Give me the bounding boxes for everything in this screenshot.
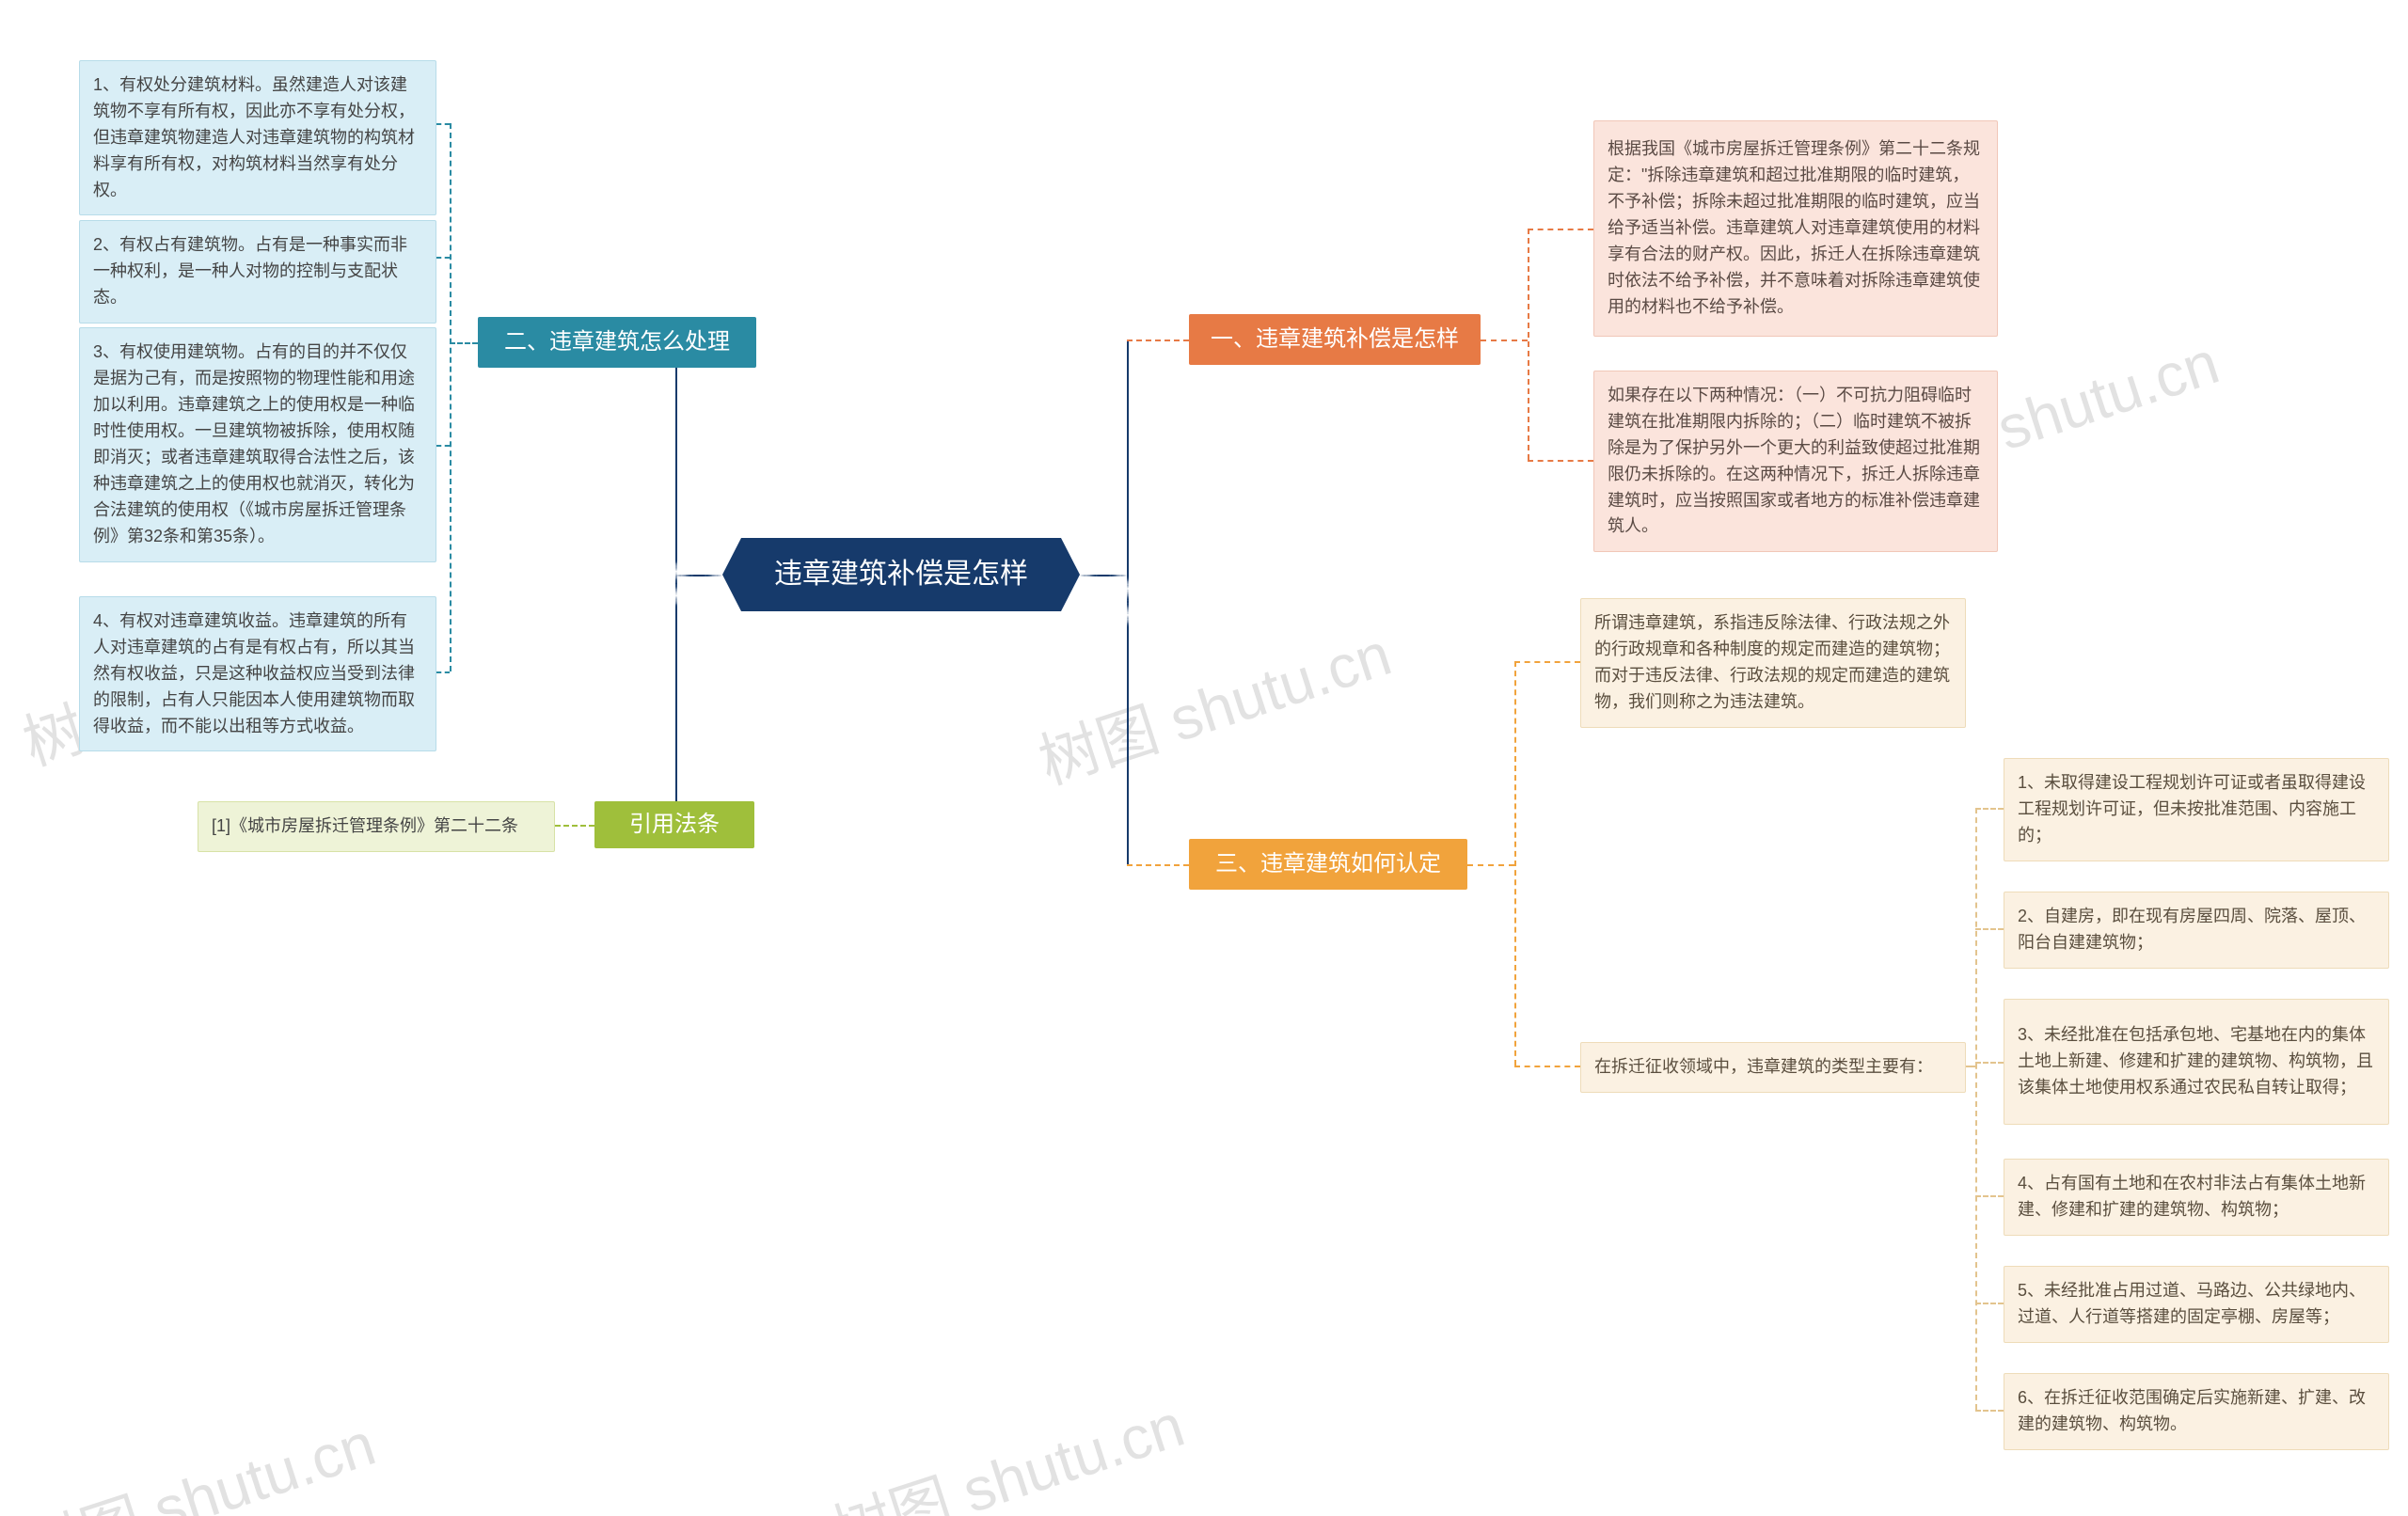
branch-3-subleaf: 1、未取得建设工程规划许可证或者虽取得建设工程规划许可证，但未按批准范围、内容施… bbox=[2004, 758, 2389, 861]
connector bbox=[436, 671, 450, 673]
branch-2-leaf: 4、有权对违章建筑收益。违章建筑的所有人对违章建筑的占有是有权占有，所以其当然有… bbox=[79, 596, 436, 751]
connector bbox=[1975, 1062, 2004, 1064]
branch-4-leaf: [1]《城市房屋拆迁管理条例》第二十二条 bbox=[198, 801, 555, 852]
connector bbox=[1975, 1303, 2004, 1304]
branch-3-leaf: 在拆迁征收领域中，违章建筑的类型主要有： bbox=[1580, 1042, 1966, 1093]
connector bbox=[1966, 1066, 1975, 1067]
connector bbox=[1514, 661, 1580, 663]
branch-2-label: 二、违章建筑怎么处理 bbox=[478, 324, 756, 359]
connector bbox=[436, 123, 450, 125]
branch-2-leaf: 2、有权占有建筑物。占有是一种事实而非一种权利，是一种人对物的控制与支配状态。 bbox=[79, 220, 436, 324]
leaf-text: 如果存在以下两种情况：（一）不可抗力阻碍临时建筑在批准期限内拆除的；（二）临时建… bbox=[1608, 383, 1984, 540]
connector bbox=[1514, 661, 1516, 1066]
branch-3-subleaf: 2、自建房，即在现有房屋四周、院落、屋顶、阳台自建建筑物； bbox=[2004, 892, 2389, 969]
leaf-text: 所谓违章建筑，系指违反除法律、行政法规之外的行政规章和各种制度的规定而建造的建筑… bbox=[1594, 610, 1952, 716]
root-label: 违章建筑补偿是怎样 bbox=[722, 553, 1080, 597]
watermark: 树图 shutu.cn bbox=[11, 1397, 385, 1516]
branch-4-header: 引用法条 bbox=[594, 801, 754, 848]
connector bbox=[1975, 928, 2004, 930]
branch-3-subleaf: 5、未经批准占用过道、马路边、公共绿地内、过道、人行道等搭建的固定亭棚、房屋等； bbox=[2004, 1266, 2389, 1343]
leaf-text: 4、有权对违章建筑收益。违章建筑的所有人对违章建筑的占有是有权占有，所以其当然有… bbox=[93, 608, 422, 739]
connector bbox=[1467, 864, 1514, 866]
connector bbox=[1127, 864, 1189, 866]
leaf-text: 1、有权处分建筑材料。虽然建造人对该建筑物不享有所有权，因此亦不享有处分权，但违… bbox=[93, 72, 422, 203]
leaf-text: 3、未经批准在包括承包地、宅基地在内的集体土地上新建、修建和扩建的建筑物、构筑物… bbox=[2018, 1022, 2375, 1101]
branch-2-header: 二、违章建筑怎么处理 bbox=[478, 317, 756, 368]
connector bbox=[1975, 808, 1977, 1410]
branch-1-leaf: 根据我国《城市房屋拆迁管理条例》第二十二条规定："拆除违章建筑和超过批准期限的临… bbox=[1593, 120, 1998, 337]
connector bbox=[450, 123, 452, 671]
leaf-text: 2、自建房，即在现有房屋四周、院落、屋顶、阳台自建建筑物； bbox=[2018, 904, 2375, 956]
connector bbox=[1975, 1195, 2004, 1197]
branch-4-label: 引用法条 bbox=[594, 807, 754, 842]
connector bbox=[1528, 229, 1593, 230]
branch-3-subleaf: 4、占有国有土地和在农村非法占有集体土地新建、修建和扩建的建筑物、构筑物； bbox=[2004, 1159, 2389, 1236]
branch-1-label: 一、违章建筑补偿是怎样 bbox=[1189, 322, 1481, 356]
branch-3-label: 三、违章建筑如何认定 bbox=[1189, 846, 1467, 881]
watermark: 树图 shutu.cn bbox=[1027, 607, 1401, 801]
connector bbox=[1528, 460, 1593, 462]
branch-3-leaf: 所谓违章建筑，系指违反除法律、行政法规之外的行政规章和各种制度的规定而建造的建筑… bbox=[1580, 598, 1966, 728]
leaf-text: 6、在拆迁征收范围确定后实施新建、扩建、改建的建筑物、构筑物。 bbox=[2018, 1385, 2375, 1438]
connector bbox=[436, 445, 450, 447]
leaf-text: 4、占有国有土地和在农村非法占有集体土地新建、修建和扩建的建筑物、构筑物； bbox=[2018, 1171, 2375, 1224]
branch-3-subleaf: 6、在拆迁征收范围确定后实施新建、扩建、改建的建筑物、构筑物。 bbox=[2004, 1373, 2389, 1450]
branch-3-subleaf: 3、未经批准在包括承包地、宅基地在内的集体土地上新建、修建和扩建的建筑物、构筑物… bbox=[2004, 999, 2389, 1125]
leaf-text: 5、未经批准占用过道、马路边、公共绿地内、过道、人行道等搭建的固定亭棚、房屋等； bbox=[2018, 1278, 2375, 1331]
leaf-text: [1]《城市房屋拆迁管理条例》第二十二条 bbox=[212, 813, 541, 840]
connector bbox=[1127, 340, 1129, 864]
branch-1-header: 一、违章建筑补偿是怎样 bbox=[1189, 314, 1481, 365]
connector bbox=[1975, 808, 2004, 810]
branch-2-leaf: 3、有权使用建筑物。占有的目的并不仅仅是据为己有，而是按照物的物理性能和用途加以… bbox=[79, 327, 436, 562]
connector bbox=[1514, 1066, 1580, 1067]
connector bbox=[450, 342, 478, 344]
leaf-text: 1、未取得建设工程规划许可证或者虽取得建设工程规划许可证，但未按批准范围、内容施… bbox=[2018, 770, 2375, 849]
connector bbox=[1481, 340, 1528, 341]
leaf-text: 根据我国《城市房屋拆迁管理条例》第二十二条规定："拆除违章建筑和超过批准期限的临… bbox=[1608, 136, 1984, 320]
watermark: 树图 shutu.cn bbox=[820, 1378, 1194, 1516]
root-node: 违章建筑补偿是怎样 bbox=[722, 538, 1080, 611]
leaf-text: 3、有权使用建筑物。占有的目的并不仅仅是据为己有，而是按照物的物理性能和用途加以… bbox=[93, 340, 422, 549]
connector bbox=[675, 342, 677, 825]
connector bbox=[675, 575, 722, 576]
branch-2-leaf: 1、有权处分建筑材料。虽然建造人对该建筑物不享有所有权，因此亦不享有处分权，但违… bbox=[79, 60, 436, 215]
connector bbox=[1975, 1410, 2004, 1412]
leaf-text: 2、有权占有建筑物。占有是一种事实而非一种权利，是一种人对物的控制与支配状态。 bbox=[93, 232, 422, 311]
connector bbox=[1528, 229, 1529, 460]
branch-3-header: 三、违章建筑如何认定 bbox=[1189, 839, 1467, 890]
leaf-text: 在拆迁征收领域中，违章建筑的类型主要有： bbox=[1594, 1054, 1952, 1081]
connector bbox=[555, 825, 594, 827]
branch-1-leaf: 如果存在以下两种情况：（一）不可抗力阻碍临时建筑在批准期限内拆除的；（二）临时建… bbox=[1593, 371, 1998, 552]
connector bbox=[1127, 340, 1189, 341]
connector bbox=[436, 257, 450, 259]
connector bbox=[1080, 575, 1127, 576]
